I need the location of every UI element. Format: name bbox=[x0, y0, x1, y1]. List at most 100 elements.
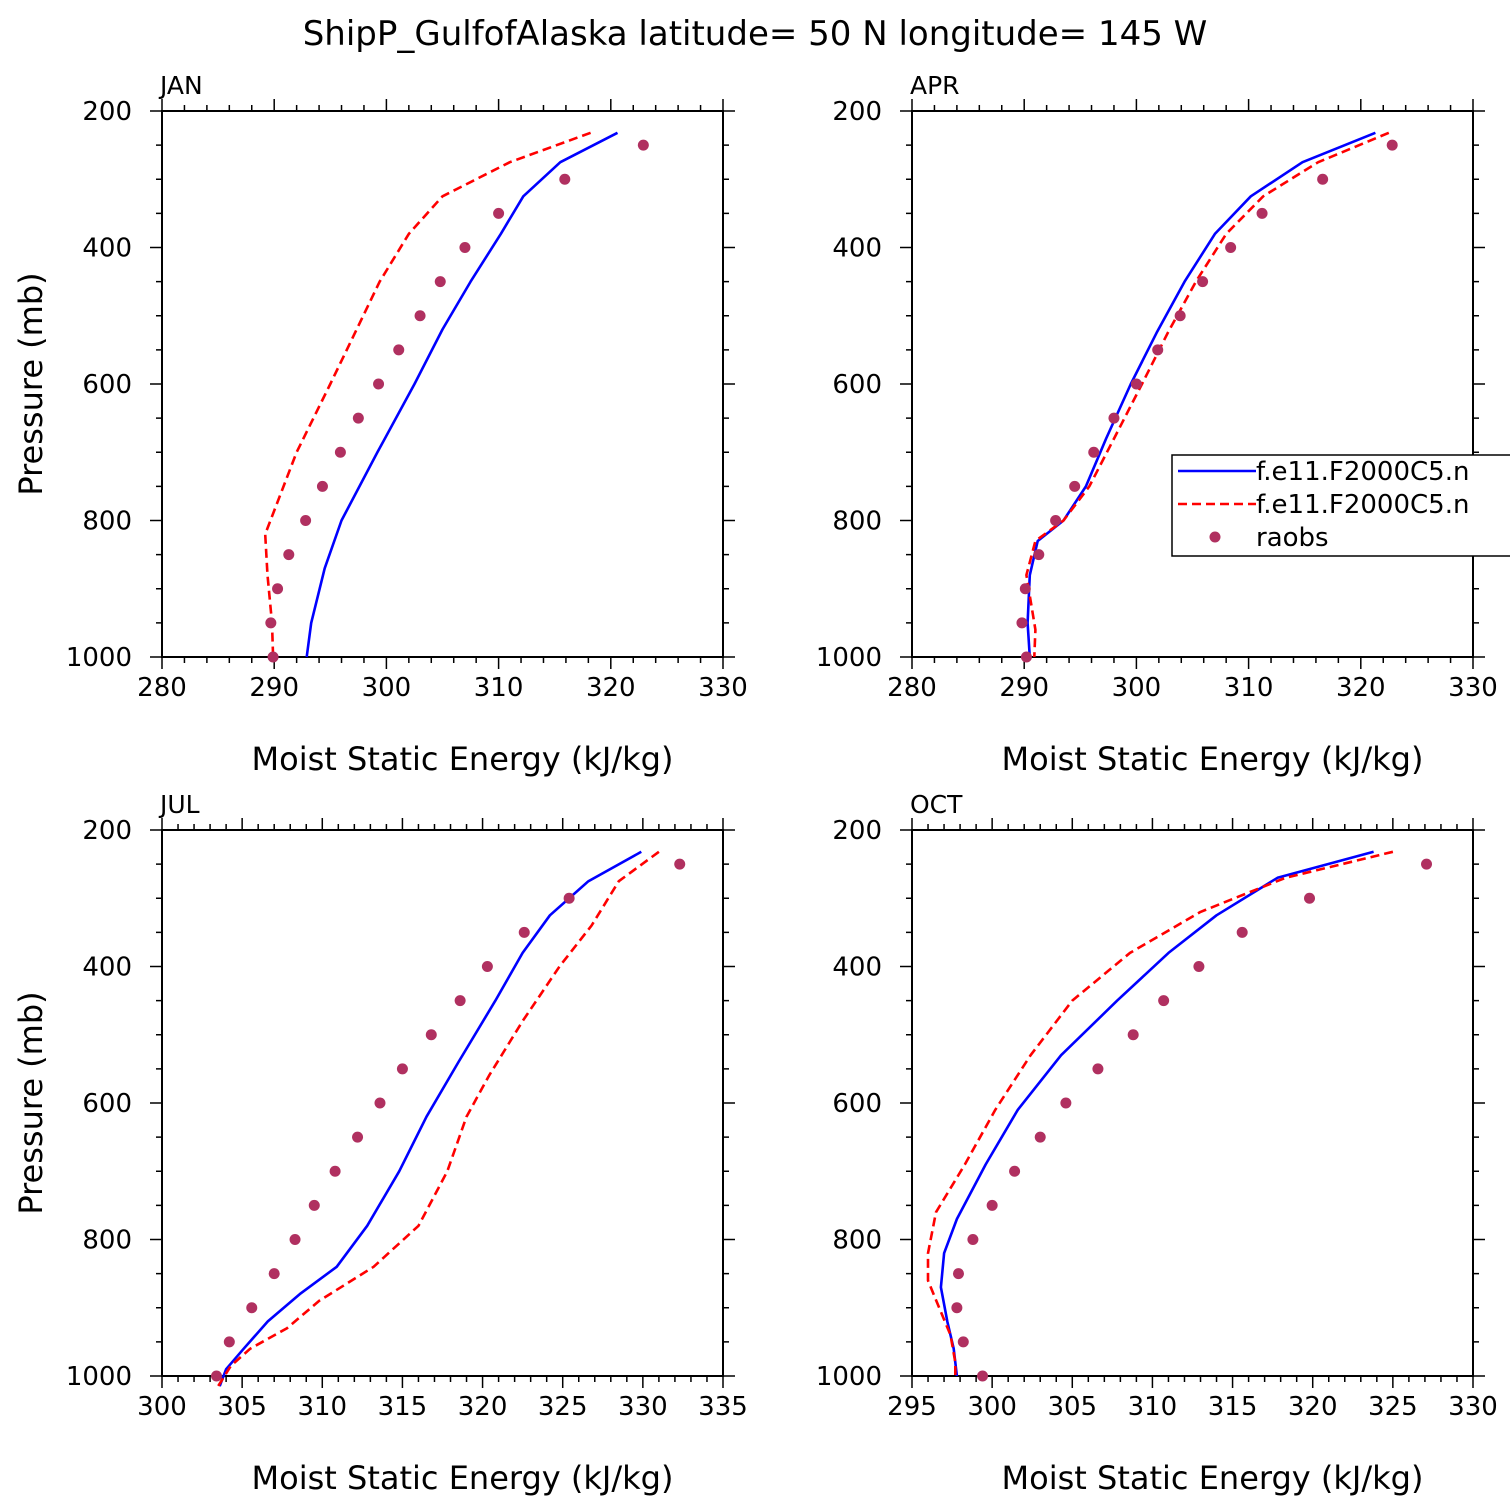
plot-frame bbox=[911, 829, 1474, 1377]
raobs-point bbox=[957, 1336, 969, 1348]
y-tick-label: 400 bbox=[832, 234, 882, 264]
y-axis-label: Pressure (mb) bbox=[12, 991, 50, 1214]
raobs-point bbox=[396, 1063, 408, 1075]
raobs-point bbox=[334, 446, 346, 458]
raobs-point bbox=[1050, 515, 1062, 526]
legend-label: raobs bbox=[1256, 523, 1329, 553]
panel-apr: 280 290 300 310 320 330 200 400 600 800 1000 APR Moi… bbox=[816, 71, 1498, 778]
y-tick-label: 400 bbox=[832, 953, 882, 983]
raobs-point bbox=[977, 1370, 989, 1382]
x-tick-label: 330 bbox=[1448, 673, 1498, 703]
y-tick-label: 1000 bbox=[816, 643, 882, 673]
raobs-point bbox=[393, 344, 405, 356]
legend-marker-raobs bbox=[1209, 531, 1221, 543]
raobs-point bbox=[1060, 1097, 1072, 1109]
y-tick-label: 200 bbox=[832, 816, 882, 846]
raobs-point bbox=[267, 651, 279, 663]
x-tick-label: 300 bbox=[1112, 673, 1162, 703]
x-tick-label: 290 bbox=[249, 673, 299, 703]
panel-oct: 295 300 305 310 315 320 325 330 200 400 600 800 1000… bbox=[816, 790, 1498, 1497]
raobs-point bbox=[1092, 1063, 1104, 1075]
raobs-point bbox=[434, 276, 446, 288]
raobs-point bbox=[268, 1268, 280, 1280]
plot-frame bbox=[161, 110, 724, 658]
raobs-point bbox=[1421, 858, 1433, 870]
raobs-point bbox=[300, 515, 312, 526]
raobs-point bbox=[1152, 344, 1164, 356]
x-tick-label: 310 bbox=[1128, 1392, 1178, 1422]
raobs-point bbox=[272, 583, 284, 595]
raobs-point bbox=[1317, 173, 1329, 185]
x-tick-label: 300 bbox=[362, 673, 412, 703]
x-tick-label: 310 bbox=[1224, 673, 1274, 703]
raobs-point bbox=[1304, 892, 1316, 904]
raobs-point bbox=[1130, 378, 1142, 390]
y-tick-label: 200 bbox=[82, 816, 132, 846]
series-line-dashed bbox=[1025, 131, 1390, 658]
raobs-point bbox=[283, 549, 295, 561]
y-tick-label: 400 bbox=[82, 234, 132, 264]
x-tick-label: 315 bbox=[378, 1392, 428, 1422]
x-tick-label: 330 bbox=[698, 673, 748, 703]
y-tick-label: 1000 bbox=[66, 1362, 132, 1392]
x-axis-label: Moist Static Energy (kJ/kg) bbox=[1002, 1459, 1424, 1497]
x-axis-label: Moist Static Energy (kJ/kg) bbox=[252, 1459, 674, 1497]
raobs-point bbox=[952, 1268, 964, 1280]
x-tick-label: 325 bbox=[1368, 1392, 1418, 1422]
raobs-point bbox=[352, 1131, 364, 1143]
series-line-dashed bbox=[263, 131, 592, 658]
raobs-point bbox=[352, 412, 364, 424]
series-line-solid bbox=[939, 850, 1374, 1377]
y-tick-label: 400 bbox=[82, 953, 132, 983]
panel-label: JAN bbox=[158, 71, 203, 100]
raobs-point bbox=[967, 1234, 979, 1245]
raobs-point bbox=[308, 1199, 320, 1211]
x-tick-label: 295 bbox=[887, 1392, 937, 1422]
x-tick-label: 305 bbox=[1047, 1392, 1097, 1422]
raobs-point bbox=[1127, 1029, 1139, 1041]
x-tick-label: 335 bbox=[698, 1392, 748, 1422]
raobs-point bbox=[329, 1165, 341, 1177]
raobs-point bbox=[414, 310, 426, 322]
y-axis-label: Pressure (mb) bbox=[12, 272, 50, 495]
y-tick-label: 600 bbox=[82, 370, 132, 400]
raobs-point bbox=[223, 1336, 235, 1348]
raobs-point bbox=[374, 1097, 386, 1109]
x-tick-label: 280 bbox=[137, 673, 187, 703]
raobs-point bbox=[1020, 651, 1032, 663]
raobs-point bbox=[373, 378, 385, 390]
x-tick-label: 290 bbox=[999, 673, 1049, 703]
raobs-point bbox=[1256, 207, 1268, 219]
x-tick-label: 300 bbox=[967, 1392, 1017, 1422]
y-tick-label: 1000 bbox=[66, 643, 132, 673]
series-line-solid bbox=[218, 850, 642, 1387]
x-tick-label: 320 bbox=[458, 1392, 508, 1422]
y-tick-label: 1000 bbox=[816, 1362, 882, 1392]
raobs-point bbox=[563, 892, 575, 904]
raobs-point bbox=[559, 173, 571, 185]
x-tick-label: 305 bbox=[217, 1392, 267, 1422]
x-tick-label: 320 bbox=[1288, 1392, 1338, 1422]
raobs-point bbox=[493, 207, 505, 219]
y-tick-label: 600 bbox=[832, 370, 882, 400]
raobs-point bbox=[1236, 926, 1248, 938]
panel-jul: 300 305 310 315 320 325 330 335 200 400 600 800 1000… bbox=[12, 790, 748, 1497]
y-tick-label: 800 bbox=[832, 507, 882, 537]
raobs-point bbox=[1197, 276, 1209, 288]
raobs-point bbox=[459, 242, 471, 253]
raobs-point bbox=[481, 961, 493, 972]
raobs-point bbox=[210, 1370, 222, 1382]
x-tick-label: 280 bbox=[887, 673, 937, 703]
raobs-point bbox=[246, 1302, 258, 1314]
x-tick-label: 330 bbox=[618, 1392, 668, 1422]
raobs-point bbox=[1174, 310, 1186, 322]
raobs-point bbox=[1386, 139, 1398, 151]
x-tick-label: 310 bbox=[297, 1392, 347, 1422]
x-axis-label: Moist Static Energy (kJ/kg) bbox=[1002, 740, 1424, 778]
legend-label: f.e11.F2000C5.n bbox=[1256, 490, 1469, 520]
raobs-point bbox=[1088, 446, 1100, 458]
panels: 280 290 300 310 320 330 200 400 600 800 1000 JAN Moi… bbox=[12, 71, 1498, 1497]
raobs-point bbox=[637, 139, 649, 151]
y-tick-label: 600 bbox=[82, 1089, 132, 1119]
